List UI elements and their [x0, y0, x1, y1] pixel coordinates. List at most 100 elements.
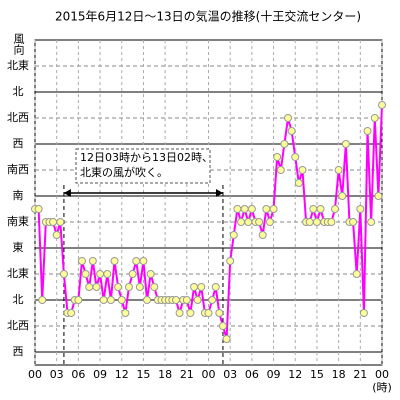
x-axis-unit: (時): [372, 381, 392, 394]
x-tick-label: 00: [28, 368, 42, 381]
data-point: [56, 218, 65, 226]
data-point: [186, 309, 195, 317]
data-point: [182, 296, 191, 304]
data-point: [378, 101, 386, 109]
data-point: [240, 205, 249, 213]
data-point: [218, 322, 227, 330]
data-point: [226, 257, 235, 265]
x-tick-label: 03: [50, 368, 64, 381]
data-point: [114, 283, 123, 291]
data-point: [92, 283, 101, 291]
x-tick-label: 21: [180, 368, 194, 381]
data-point: [193, 296, 202, 304]
y-tick-label: 南西: [7, 163, 29, 176]
data-point: [287, 127, 296, 135]
x-tick-label: 18: [332, 368, 346, 381]
x-tick-label: 21: [353, 368, 367, 381]
data-point: [370, 114, 379, 122]
x-tick-label: 06: [245, 368, 259, 381]
data-point: [265, 218, 274, 226]
data-point: [352, 270, 361, 278]
x-tick-label: 09: [267, 368, 281, 381]
data-point: [269, 205, 278, 213]
y-tick-label: 西: [13, 137, 24, 150]
data-point: [284, 114, 293, 122]
data-point: [171, 296, 180, 304]
data-point: [349, 218, 358, 226]
data-point: [255, 218, 264, 226]
x-tick-label: 00: [375, 368, 389, 381]
data-point: [139, 257, 148, 265]
data-point: [334, 166, 343, 174]
data-point: [331, 205, 340, 213]
arrow-head: [215, 189, 223, 197]
data-point: [67, 309, 76, 317]
data-point: [237, 218, 246, 226]
data-point: [52, 231, 61, 239]
data-point: [312, 218, 321, 226]
data-point: [99, 296, 108, 304]
y-tick-label: 北: [13, 85, 24, 98]
data-point: [229, 231, 238, 239]
x-tick-label: 15: [310, 368, 324, 381]
y-tick-label: 南: [13, 189, 24, 202]
data-point: [96, 270, 105, 278]
data-point: [121, 309, 130, 317]
annotation-text: 12日03時から13日02時、: [80, 151, 213, 164]
data-point: [305, 218, 314, 226]
annotation-box: [75, 148, 211, 184]
data-point: [197, 283, 206, 291]
x-tick-label: 03: [223, 368, 237, 381]
data-point: [146, 270, 155, 278]
data-point: [338, 192, 347, 200]
data-point: [211, 283, 220, 291]
data-point: [367, 218, 376, 226]
y-tick-label: 北東: [7, 267, 29, 280]
data-point: [150, 283, 159, 291]
data-point: [244, 218, 253, 226]
data-point: [294, 179, 303, 187]
data-point: [110, 257, 119, 265]
x-tick-label: 12: [288, 368, 302, 381]
x-tick-label: 15: [136, 368, 150, 381]
data-point: [106, 296, 115, 304]
data-point: [258, 231, 267, 239]
data-point: [208, 296, 217, 304]
x-tick-label: 09: [93, 368, 107, 381]
y-axis-label: 風向: [12, 33, 25, 55]
data-point: [215, 309, 224, 317]
data-point: [59, 270, 68, 278]
data-point: [49, 218, 58, 226]
chart-title: 2015年6月12日～13日の気温の推移(十王交流センター): [55, 9, 361, 24]
data-point: [222, 335, 231, 343]
data-point: [74, 296, 83, 304]
data-point: [359, 309, 368, 317]
y-tick-label: 南東: [7, 215, 29, 228]
data-point: [341, 140, 350, 148]
data-point: [85, 283, 94, 291]
data-point: [356, 205, 365, 213]
x-tick-label: 12: [115, 368, 129, 381]
data-point: [77, 257, 86, 265]
y-tick-label: 西: [13, 345, 24, 358]
data-point: [117, 296, 126, 304]
y-tick-label: 北東: [7, 59, 29, 72]
data-point: [327, 218, 336, 226]
data-point: [280, 140, 289, 148]
data-point: [298, 166, 307, 174]
data-point: [103, 270, 112, 278]
y-tick-label: 北: [13, 293, 24, 306]
data-point: [132, 257, 141, 265]
data-point: [143, 296, 152, 304]
y-tick-label: 北西: [7, 319, 29, 332]
y-tick-label: 北西: [7, 111, 29, 124]
data-point: [34, 205, 43, 213]
data-point: [233, 205, 242, 213]
data-point: [363, 127, 372, 135]
x-tick-label: 06: [71, 368, 85, 381]
data-point: [128, 270, 137, 278]
x-tick-label: 00: [202, 368, 216, 381]
data-point: [291, 153, 300, 161]
arrow-head: [63, 189, 71, 197]
